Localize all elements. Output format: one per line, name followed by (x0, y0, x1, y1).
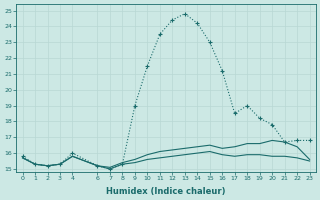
X-axis label: Humidex (Indice chaleur): Humidex (Indice chaleur) (106, 187, 226, 196)
